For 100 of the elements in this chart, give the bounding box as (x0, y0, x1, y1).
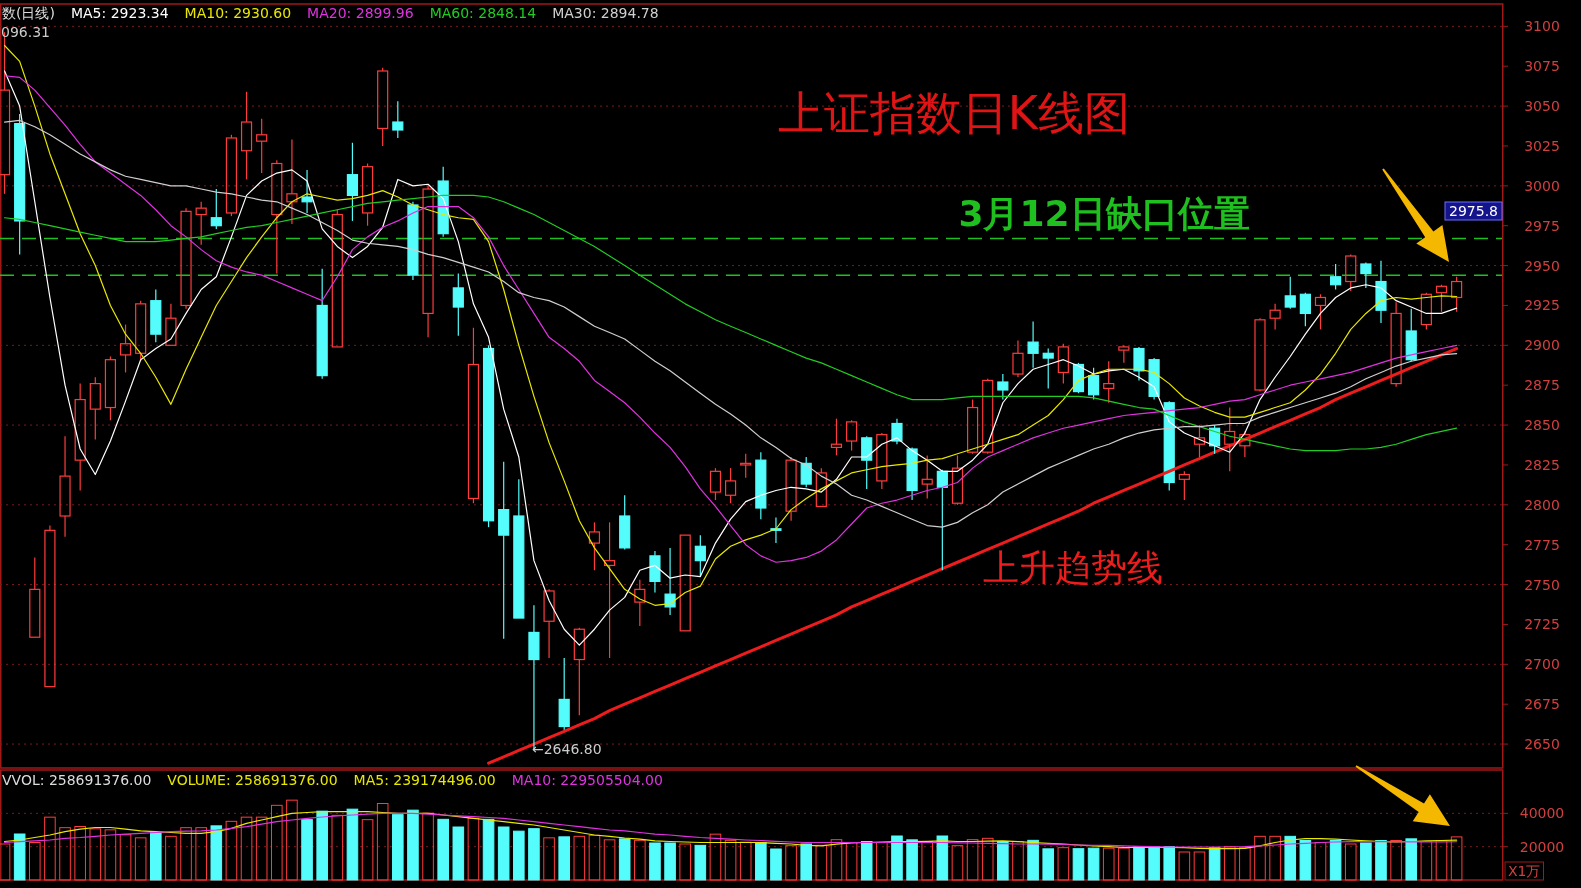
bar (649, 842, 661, 881)
bar (981, 837, 994, 881)
bar (1375, 840, 1387, 881)
bar (1254, 835, 1266, 881)
candlestick (1284, 276, 1296, 310)
bar (891, 835, 903, 881)
bar (225, 820, 238, 881)
candlestick (1224, 406, 1236, 472)
text: MA30: 2894.78 (552, 5, 659, 21)
bar (89, 828, 102, 881)
candlestick (1390, 301, 1402, 388)
bar (800, 843, 812, 881)
bar (558, 836, 570, 881)
bar (543, 837, 555, 881)
candlestick (664, 547, 676, 616)
bar (482, 818, 495, 881)
text: 上证指数日K线图 (777, 86, 1130, 140)
y-tick-label: 2850 (1524, 417, 1560, 434)
bar (134, 837, 147, 881)
bar (74, 826, 86, 881)
bar (437, 818, 449, 881)
bar (331, 814, 344, 881)
bar (588, 834, 601, 881)
series-label: 上升趋势线 (983, 546, 1164, 588)
series-label: MA5: 239174496.00 (353, 772, 496, 788)
candlestick (286, 138, 298, 225)
y-tick-label: 2825 (1524, 456, 1560, 473)
bar (951, 845, 964, 881)
bar (1344, 843, 1357, 881)
bar (634, 839, 646, 881)
annotation: VOLUME: 258691376.00 (167, 772, 338, 788)
y-tick-label: 2675 (1524, 696, 1560, 713)
bar (271, 804, 283, 881)
bar (180, 827, 192, 881)
y-tick-label: 2700 (1524, 656, 1560, 673)
y-tick-label: 2925 (1524, 297, 1560, 314)
bar (1269, 835, 1281, 881)
bar (1027, 839, 1039, 881)
bar (906, 839, 918, 881)
candlestick (422, 185, 434, 338)
bar (1072, 848, 1085, 881)
text: MA10: 229505504.00 (511, 772, 663, 788)
candlestick (891, 418, 903, 445)
y-tick-label: 2975 (1524, 217, 1560, 234)
bar (1284, 835, 1297, 881)
bar (936, 835, 949, 881)
bar (59, 827, 71, 881)
candlestick (1133, 346, 1145, 382)
bar (815, 844, 828, 881)
bar (528, 828, 540, 881)
candlestick (1178, 470, 1190, 501)
candlestick (846, 419, 858, 452)
legend-title: 数(日线) (2, 5, 55, 21)
y-tick-label: 2650 (1524, 736, 1560, 753)
bar (709, 833, 722, 881)
bar (1208, 847, 1221, 881)
bar (739, 841, 752, 881)
bar (860, 841, 873, 881)
bar (1102, 847, 1115, 881)
candlestick (906, 446, 918, 501)
bar (29, 842, 41, 881)
annotation: ←2646.80 (531, 741, 602, 758)
bar (1360, 842, 1372, 881)
bar (346, 808, 359, 881)
bar (361, 819, 374, 881)
bar (255, 816, 268, 881)
bar (830, 839, 843, 881)
candlestick (1012, 339, 1024, 378)
bar (104, 829, 117, 881)
bar (770, 848, 782, 881)
bar (1420, 841, 1433, 881)
y-tick-label: 2900 (1524, 337, 1560, 354)
ref-line-label: 3月12日缺口位置 (958, 193, 1250, 235)
y-tick-label: 2875 (1524, 377, 1560, 394)
bar (407, 809, 419, 881)
bar (1148, 846, 1160, 881)
bar (150, 832, 162, 881)
y-tick-label: 3000 (1524, 177, 1560, 194)
line-series (487, 347, 1459, 765)
bar (618, 838, 631, 881)
candlestick (603, 521, 616, 659)
bar (119, 834, 132, 881)
candlestick (649, 550, 661, 594)
bar (1390, 840, 1402, 881)
text: MA5: 2923.34 (70, 5, 169, 21)
y-tick-label: 3100 (1524, 18, 1560, 35)
bar (513, 830, 525, 881)
y-axis-title: X1万 (1508, 863, 1541, 879)
bar (422, 812, 434, 881)
y-tick-label: 2775 (1524, 536, 1560, 553)
bar (966, 839, 979, 881)
bar (452, 826, 465, 881)
bar (165, 835, 177, 881)
bar (1314, 842, 1327, 881)
bar (845, 842, 858, 881)
candlestick (180, 207, 192, 310)
bar (1178, 851, 1191, 881)
bar (1087, 847, 1100, 881)
bar (921, 841, 934, 881)
candlestick (1027, 320, 1039, 369)
